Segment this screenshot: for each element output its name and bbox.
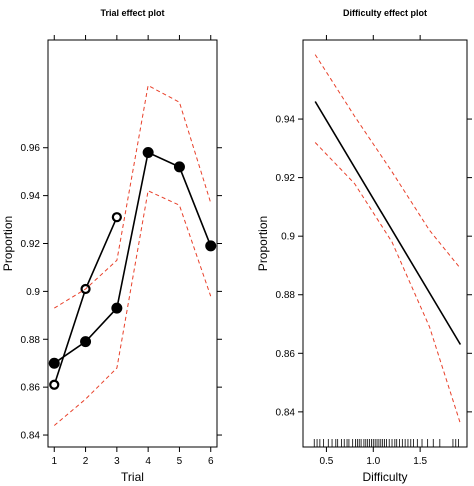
difficulty-y-tick-label: 0.9 — [281, 232, 295, 243]
trial-ci-upper-line — [54, 84, 212, 309]
trial-y-tick-label: 0.92 — [21, 239, 41, 250]
trial-x-tick-label: 5 — [177, 456, 183, 467]
trial-x-tick-label: 2 — [83, 456, 89, 467]
trial-y-tick-label: 0.86 — [21, 383, 41, 394]
trial-open-point — [49, 379, 60, 390]
trial-filled-point — [173, 161, 185, 173]
trial-x-axis-label: Trial — [121, 470, 144, 484]
trial-open-point — [111, 212, 122, 223]
trial-y-tick-label: 0.88 — [21, 335, 41, 346]
difficulty-y-tick-label: 0.86 — [276, 349, 296, 360]
trial-x-tick-label: 6 — [208, 456, 214, 467]
difficulty-ci-upper-line — [314, 54, 461, 269]
trial-y-tick-label: 0.94 — [21, 191, 41, 202]
trial-filled-point — [111, 302, 123, 314]
difficulty-y-tick-label: 0.92 — [276, 173, 296, 184]
trial-filled-point — [48, 357, 60, 369]
trial-y-tick-label: 0.96 — [21, 143, 41, 154]
difficulty-y-tick-label: 0.94 — [276, 115, 296, 126]
difficulty-y-tick-label: 0.84 — [276, 407, 296, 418]
difficulty-x-axis-label: Difficulty — [362, 470, 407, 484]
trial-filled-point — [142, 147, 154, 159]
trial-filled-point — [80, 336, 92, 348]
trial-y-tick-label: 0.9 — [26, 287, 40, 298]
trial-filled-point — [205, 240, 217, 252]
trial-plot-frame — [47, 39, 218, 448]
trial-fit-line — [53, 216, 118, 386]
difficulty-x-tick-label: 1.5 — [413, 456, 427, 467]
difficulty-fit-line — [314, 101, 462, 345]
difficulty-ci-lower-line — [314, 142, 461, 424]
trial-y-axis-label: Proportion — [1, 216, 15, 271]
trial-ci-lower-line — [53, 190, 212, 426]
trial-x-tick-label: 3 — [114, 456, 120, 467]
trial-fit-line — [53, 151, 212, 364]
difficulty-x-tick-label: 0.5 — [319, 456, 333, 467]
trial-x-tick-label: 1 — [51, 456, 57, 467]
trial-y-tick-label: 0.84 — [21, 431, 41, 442]
difficulty-y-axis-label: Proportion — [256, 216, 270, 271]
difficulty-plot-frame — [302, 39, 468, 448]
trial-x-tick-label: 4 — [145, 456, 151, 467]
difficulty-y-tick-label: 0.88 — [276, 290, 296, 301]
trial-title: Trial effect plot — [100, 8, 164, 18]
difficulty-title: Difficulty effect plot — [343, 8, 427, 18]
difficulty-x-tick-label: 1.0 — [366, 456, 380, 467]
